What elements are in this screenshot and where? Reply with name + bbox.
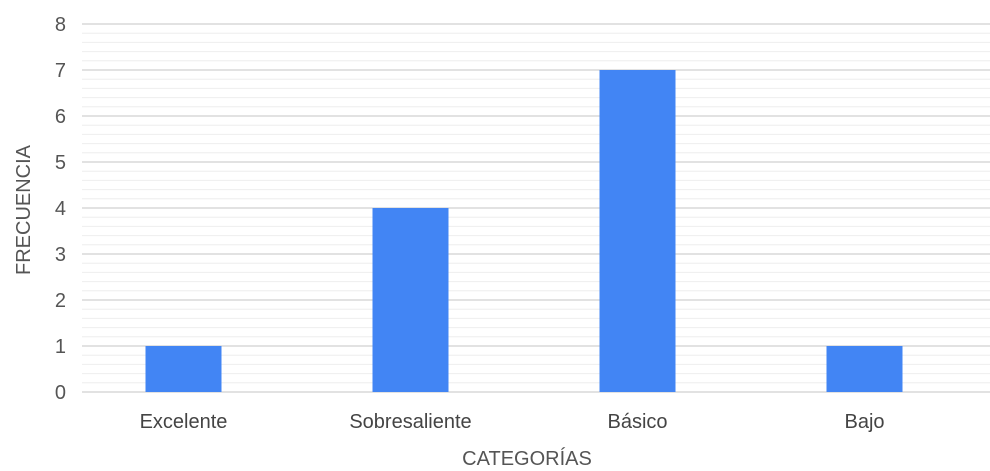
bar-basico xyxy=(599,70,676,392)
x-tick-label: Sobresaliente xyxy=(349,411,471,433)
y-tick-label: 4 xyxy=(55,198,66,220)
y-tick-label: 3 xyxy=(55,244,66,266)
bar-excelente xyxy=(145,346,222,392)
bar-bajo xyxy=(826,346,903,392)
bars xyxy=(145,70,903,392)
y-tick-label: 0 xyxy=(55,382,66,404)
y-axis-ticks: 0 1 2 3 4 5 6 7 8 xyxy=(55,14,66,404)
gridlines xyxy=(82,23,990,393)
y-tick-label: 2 xyxy=(55,290,66,312)
y-tick-label: 6 xyxy=(55,106,66,128)
x-tick-label: Bajo xyxy=(844,411,884,433)
x-axis-title: CATEGORÍAS xyxy=(462,447,592,470)
bar-sobresaliente xyxy=(372,208,449,392)
x-tick-label: Excelente xyxy=(140,411,228,433)
y-tick-label: 8 xyxy=(55,14,66,36)
x-axis-ticks: Excelente Sobresaliente Básico Bajo xyxy=(140,411,885,433)
x-tick-label: Básico xyxy=(607,411,667,433)
y-axis-title: FRECUENCIA xyxy=(13,144,35,275)
y-tick-label: 5 xyxy=(55,152,66,174)
y-tick-label: 7 xyxy=(55,60,66,82)
y-tick-label: 1 xyxy=(55,336,66,358)
